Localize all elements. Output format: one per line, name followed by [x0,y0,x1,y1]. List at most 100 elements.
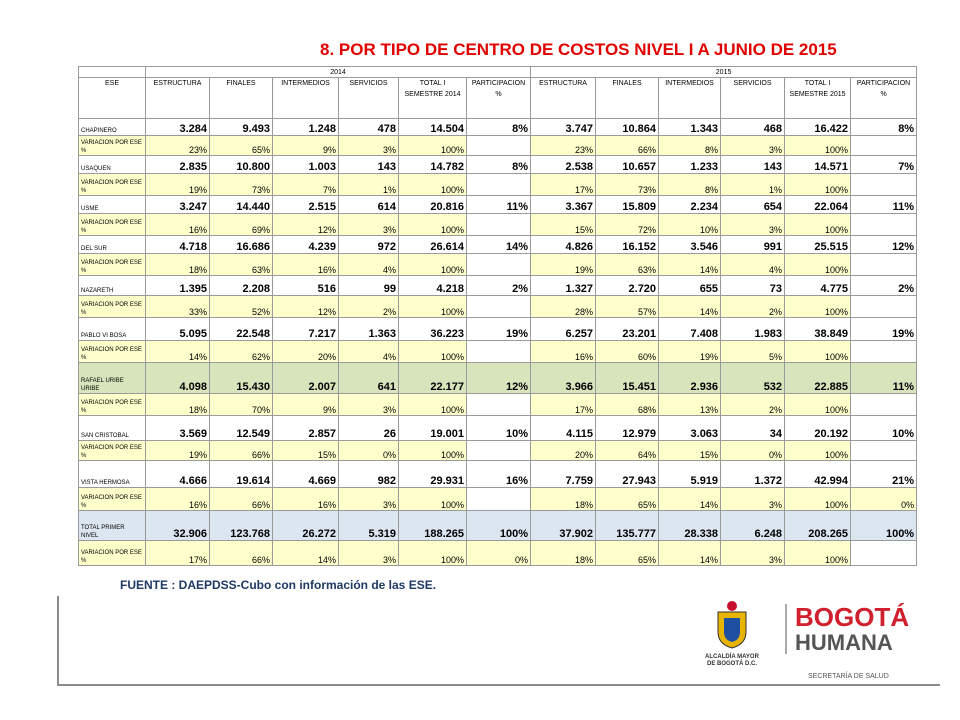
value-cell: 66% [209,540,273,566]
empty-cell [465,135,532,156]
row-label: VARIACION POR ESE % [78,340,146,363]
value-cell: 143 [338,155,399,174]
value-cell: 42.994 [784,460,852,488]
value-cell: 614 [338,195,399,214]
row-label: VISTA HERMOSA [78,460,146,488]
value-cell: 60% [595,340,660,363]
value-cell: 28% [530,295,597,318]
value-cell: 188.265 [398,510,467,541]
value-cell: 10.864 [595,118,660,136]
logo-text: ALCALDÍA MAYOR [705,652,760,660]
value-cell: 2.720 [595,275,660,296]
value-cell: 66% [209,440,273,461]
value-cell: 20% [272,340,339,363]
variation-row: VARIACION POR ESE % 18% 63% 16% 4% 100% 19% 63%… [78,253,918,276]
row-label: PABLO VI BOSA [78,317,146,341]
ese-row: CHAPINERO 3.284 9.493 1.248 478 14.504 8% 3.747… [78,118,918,136]
empty-cell [465,253,532,276]
title: 8. POR TIPO DE CENTRO DE COSTOS NIVEL I … [320,40,837,59]
value-cell: 38.849 [784,317,852,341]
cost-table: 2014 2015 ESE ESTRUCTURA FINALES INTERMEDIOS S… [78,66,918,566]
value-cell: 7% [850,155,918,174]
value-cell: 6.248 [720,510,786,541]
divider [57,596,59,686]
value-cell: 16% [145,487,210,511]
value-cell: 25.515 [784,235,852,254]
empty-cell [465,295,532,318]
value-cell: 15% [272,440,339,461]
row-label: TOTAL PRIMER NIVEL [78,510,146,541]
empty-cell [850,440,918,461]
value-cell: 2.538 [530,155,597,174]
value-cell: 27.943 [595,460,660,488]
value-cell: 26.614 [398,235,467,254]
coat-of-arms [717,601,747,649]
row-label: VARIACION POR ESE % [78,135,146,156]
value-cell: 19.614 [209,460,273,488]
value-cell: 65% [209,135,273,156]
variation-row: VARIACION POR ESE % 18% 70% 9% 3% 100% 17% 68% 1… [78,393,918,416]
value-cell: 19% [658,340,722,363]
row-label: VARIACION POR ESE % [78,213,146,236]
value-cell: 100% [784,487,852,511]
row-label: VARIACION POR ESE % [78,440,146,461]
value-cell: 100% [398,135,467,156]
ese-row: PABLO VI BOSA 5.095 22.548 7.217 1.363 36.223… [78,317,918,341]
value-cell: 100% [398,213,467,236]
value-cell: 62% [209,340,273,363]
year-row: 2014 2015 [78,66,918,78]
value-cell: 2.936 [658,362,722,394]
value-cell: 3% [338,487,399,511]
value-cell: 15.809 [595,195,660,214]
value-cell: 1.395 [145,275,210,296]
value-cell: 123.768 [209,510,273,541]
value-cell: 16.422 [784,118,852,136]
empty-cell [465,440,532,461]
row-label: VARIACION POR ESE % [78,540,146,566]
value-cell: 28.338 [658,510,722,541]
value-cell: 1.248 [272,118,339,136]
empty-cell [850,295,918,318]
header-cell: FINALES [595,77,660,119]
empty-cell [850,393,918,416]
value-cell: 19% [465,317,532,341]
value-cell: 16.152 [595,235,660,254]
value-cell: 13% [658,393,722,416]
logo: ALCALDÍA MAYOR DE BOGOTÁ D.C. BOGOTÁ HUM… [705,601,909,680]
logo-text: DE BOGOTÁ D.C. [707,660,757,667]
header-cell: INTERMEDIOS [272,77,339,119]
ese-row: USME 3.247 14.440 2.515 614 20.816 11% 3.367 15.… [78,195,918,214]
value-cell: 14.571 [784,155,852,174]
value-cell: 5.919 [658,460,722,488]
row-label: USAQUEN [78,155,146,174]
value-cell: 73% [209,173,273,196]
value-cell: 6.257 [530,317,597,341]
value-cell: 9% [272,393,339,416]
value-cell: 63% [209,253,273,276]
empty-cell [850,540,918,566]
value-cell: 68% [595,393,660,416]
value-cell: 63% [595,253,660,276]
header-cell: INTERMEDIOS [658,77,722,119]
value-cell: 2% [338,295,399,318]
value-cell: 100% [398,440,467,461]
value-cell: 12% [465,362,532,394]
value-cell: 19.001 [398,415,467,441]
value-cell: 1.363 [338,317,399,341]
value-cell: 100% [784,253,852,276]
value-cell: 19% [850,317,918,341]
value-cell: 99 [338,275,399,296]
value-cell: 21% [850,460,918,488]
value-cell: 32.906 [145,510,210,541]
value-cell: 1.327 [530,275,597,296]
value-cell: 36.223 [398,317,467,341]
variation-row: VARIACION POR ESE % 23% 65% 9% 3% 100% 23% 66% 8… [78,135,918,156]
value-cell: 66% [209,487,273,511]
table-body: 2014 2015 ESE ESTRUCTURA FINALES INTERMEDIOS S… [78,66,918,566]
value-cell: 4.775 [784,275,852,296]
empty-cell [465,173,532,196]
value-cell: 3% [720,540,786,566]
value-cell: 14% [658,253,722,276]
source-note: FUENTE : DAEPDSS-Cubo con información de… [120,578,437,592]
value-cell: 26 [338,415,399,441]
